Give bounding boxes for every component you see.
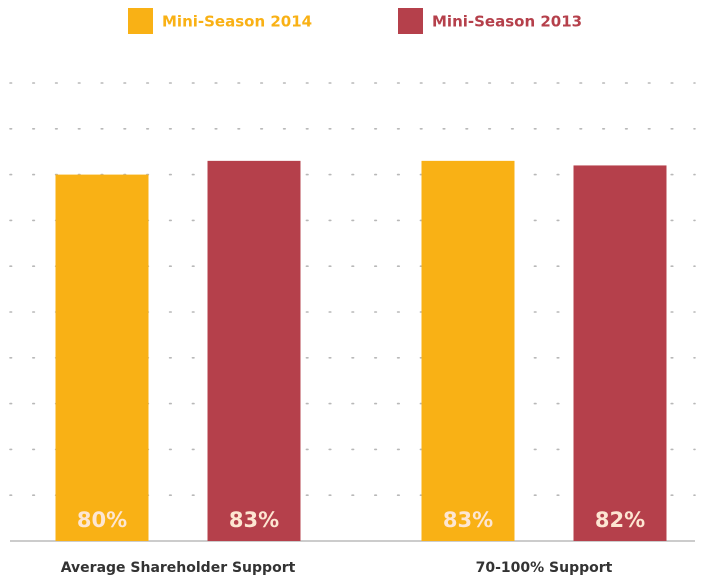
bar [55,174,149,541]
value-label: 80% [77,508,127,532]
bar [573,165,667,541]
bar [207,160,301,542]
value-label: 83% [229,508,279,532]
bar [421,160,515,542]
value-label: 82% [595,508,645,532]
legend-swatch [398,8,423,34]
x-tick-label: Average Shareholder Support [61,560,296,576]
legend-label: Mini-Season 2014 [162,13,312,31]
value-label: 83% [443,508,493,532]
legend-swatch [128,8,153,34]
legend-label: Mini-Season 2013 [432,13,582,31]
x-tick-label: 70-100% Support [476,560,613,576]
